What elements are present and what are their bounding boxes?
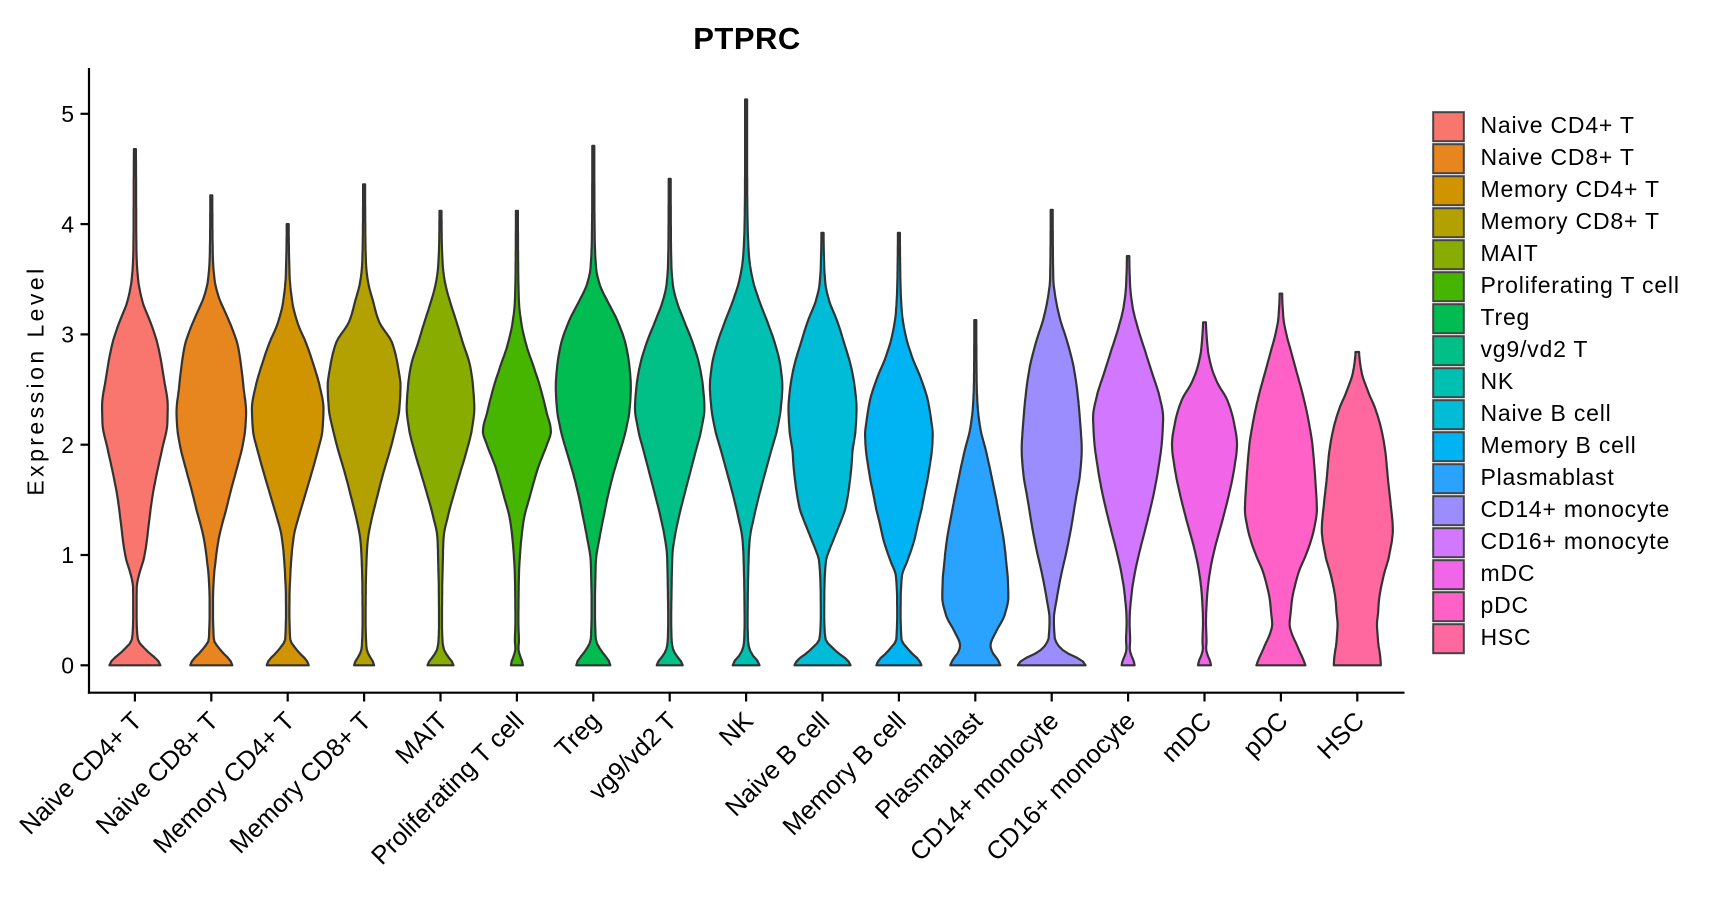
svg-text:NK: NK bbox=[1481, 368, 1515, 394]
svg-text:HSC: HSC bbox=[1481, 624, 1532, 650]
svg-text:5: 5 bbox=[61, 101, 74, 127]
svg-text:0: 0 bbox=[61, 653, 74, 679]
svg-text:CD16+ monocyte: CD16+ monocyte bbox=[1481, 528, 1671, 554]
svg-text:Naive CD4+ T: Naive CD4+ T bbox=[1481, 112, 1635, 138]
svg-text:pDC: pDC bbox=[1481, 592, 1529, 618]
svg-text:CD14+ monocyte: CD14+ monocyte bbox=[1481, 496, 1671, 522]
svg-text:Expression Level: Expression Level bbox=[23, 265, 49, 495]
svg-text:1: 1 bbox=[61, 542, 74, 568]
svg-text:Plasmablast: Plasmablast bbox=[1481, 464, 1615, 490]
svg-text:Memory CD4+ T: Memory CD4+ T bbox=[1481, 176, 1660, 202]
svg-text:Naive CD8+ T: Naive CD8+ T bbox=[1481, 144, 1635, 170]
svg-text:PTPRC: PTPRC bbox=[693, 21, 801, 56]
svg-text:4: 4 bbox=[61, 211, 74, 237]
svg-text:Proliferating T cell: Proliferating T cell bbox=[1481, 272, 1680, 298]
svg-text:Memory B cell: Memory B cell bbox=[1481, 432, 1637, 458]
svg-text:MAIT: MAIT bbox=[1481, 240, 1539, 266]
svg-text:Naive B cell: Naive B cell bbox=[1481, 400, 1612, 426]
svg-text:vg9/vd2 T: vg9/vd2 T bbox=[1481, 336, 1589, 362]
svg-text:3: 3 bbox=[61, 322, 74, 348]
svg-text:Treg: Treg bbox=[1481, 304, 1531, 330]
svg-text:Memory CD8+ T: Memory CD8+ T bbox=[1481, 208, 1660, 234]
svg-text:mDC: mDC bbox=[1481, 560, 1536, 586]
svg-text:2: 2 bbox=[61, 432, 74, 458]
